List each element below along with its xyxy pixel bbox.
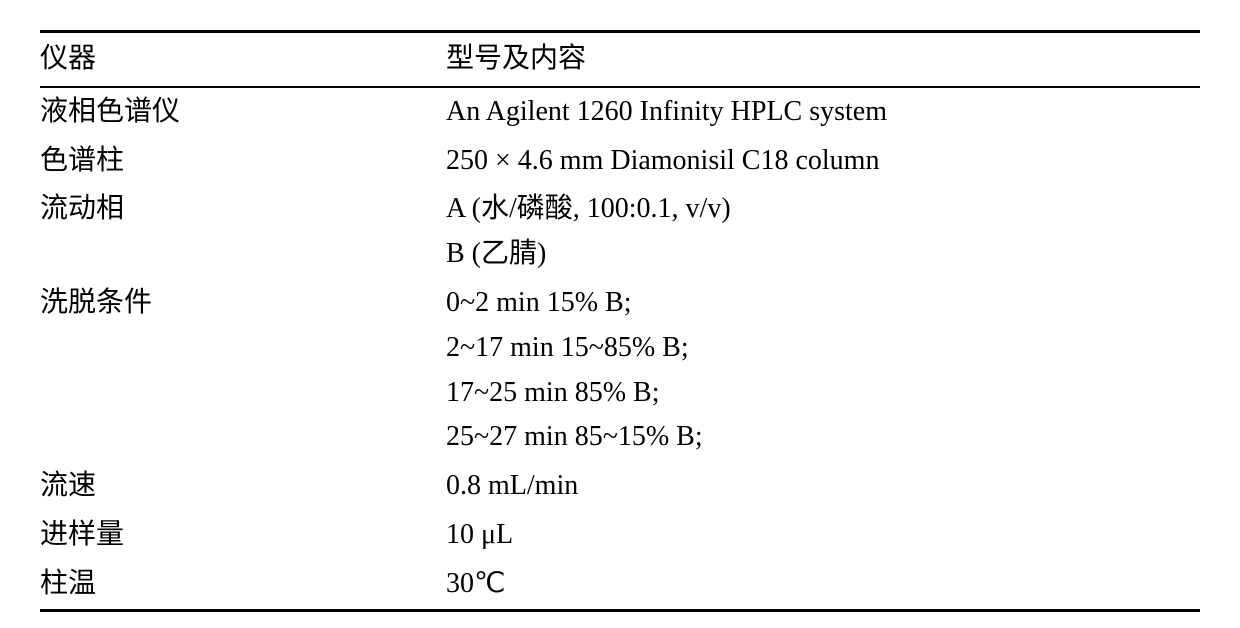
row-value: A (水/磷酸, 100:0.1, v/v) B (乙腈) — [446, 185, 1200, 279]
row-value: 0~2 min 15% B; 2~17 min 15~85% B; 17~25 … — [446, 279, 1200, 462]
table-row: 色谱柱 250 × 4.6 mm Diamonisil C18 column — [40, 137, 1200, 186]
row-label: 流速 — [40, 462, 446, 511]
row-label: 液相色谱仪 — [40, 87, 446, 137]
hplc-parameters-table-container: 仪器 型号及内容 液相色谱仪 An Agilent 1260 Infinity … — [40, 30, 1200, 612]
row-value: An Agilent 1260 Infinity HPLC system — [446, 87, 1200, 137]
row-label: 流动相 — [40, 185, 446, 279]
table-header-row: 仪器 型号及内容 — [40, 32, 1200, 87]
row-label: 柱温 — [40, 560, 446, 610]
row-value: 250 × 4.6 mm Diamonisil C18 column — [446, 137, 1200, 186]
row-label: 进样量 — [40, 511, 446, 560]
table-row: 柱温 30℃ — [40, 560, 1200, 610]
table-row: 洗脱条件 0~2 min 15% B; 2~17 min 15~85% B; 1… — [40, 279, 1200, 462]
table-row: 液相色谱仪 An Agilent 1260 Infinity HPLC syst… — [40, 87, 1200, 137]
row-value: 0.8 mL/min — [446, 462, 1200, 511]
table-row: 流动相 A (水/磷酸, 100:0.1, v/v) B (乙腈) — [40, 185, 1200, 279]
table-row: 流速 0.8 mL/min — [40, 462, 1200, 511]
hplc-parameters-table: 仪器 型号及内容 液相色谱仪 An Agilent 1260 Infinity … — [40, 30, 1200, 612]
table-row: 进样量 10 μL — [40, 511, 1200, 560]
row-label: 色谱柱 — [40, 137, 446, 186]
row-value: 30℃ — [446, 560, 1200, 610]
row-label: 洗脱条件 — [40, 279, 446, 462]
header-col-model: 型号及内容 — [446, 32, 1200, 87]
row-value: 10 μL — [446, 511, 1200, 560]
header-col-instrument: 仪器 — [40, 32, 446, 87]
